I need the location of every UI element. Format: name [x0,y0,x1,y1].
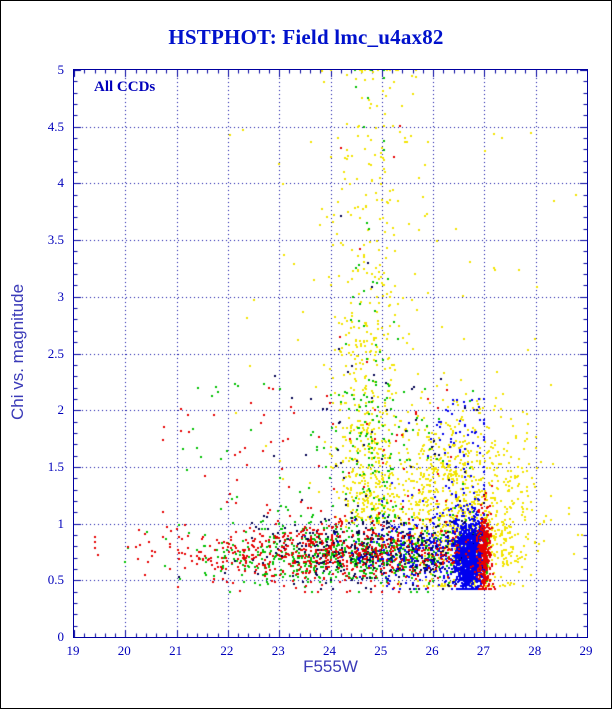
y-axis-label: Chi vs. magnitude [8,283,27,421]
y-tick-label: 1 [57,515,65,531]
y-tick-label: 1.5 [47,458,64,474]
x-tick-label: 25 [374,643,388,658]
y-tick-label: 3.5 [47,232,64,248]
y-tick-label: 0.5 [47,572,64,588]
y-tick-label: 5 [57,62,65,77]
plot-annotation: All CCDs [94,79,156,95]
x-tick-label: 20 [117,643,131,658]
y-tick-label: 0 [57,629,65,644]
y-tick-label: 3 [57,288,65,304]
x-tick-label: 26 [425,643,439,658]
x-tick-label: 29 [579,643,593,658]
x-tick-label: 27 [476,643,490,658]
y-tick-label: 2.5 [47,345,64,361]
x-tick-label: 19 [66,643,80,658]
plot-area: All CCDs [73,69,588,638]
x-tick-label: 21 [169,643,183,658]
chart-title: HSTPHOT: Field lmc_u4ax82 [168,25,444,49]
scatter-canvas [74,70,587,637]
y-tick-label: 2 [57,402,65,418]
x-tick-label: 24 [323,643,336,658]
y-tick-label: 4 [57,175,65,191]
x-tick-label: 23 [271,643,285,658]
y-tick-label: 4.5 [47,118,64,134]
x-tick-label: 28 [528,643,542,658]
x-axis-label: F555W [303,657,358,676]
x-tick-label: 22 [220,643,234,658]
